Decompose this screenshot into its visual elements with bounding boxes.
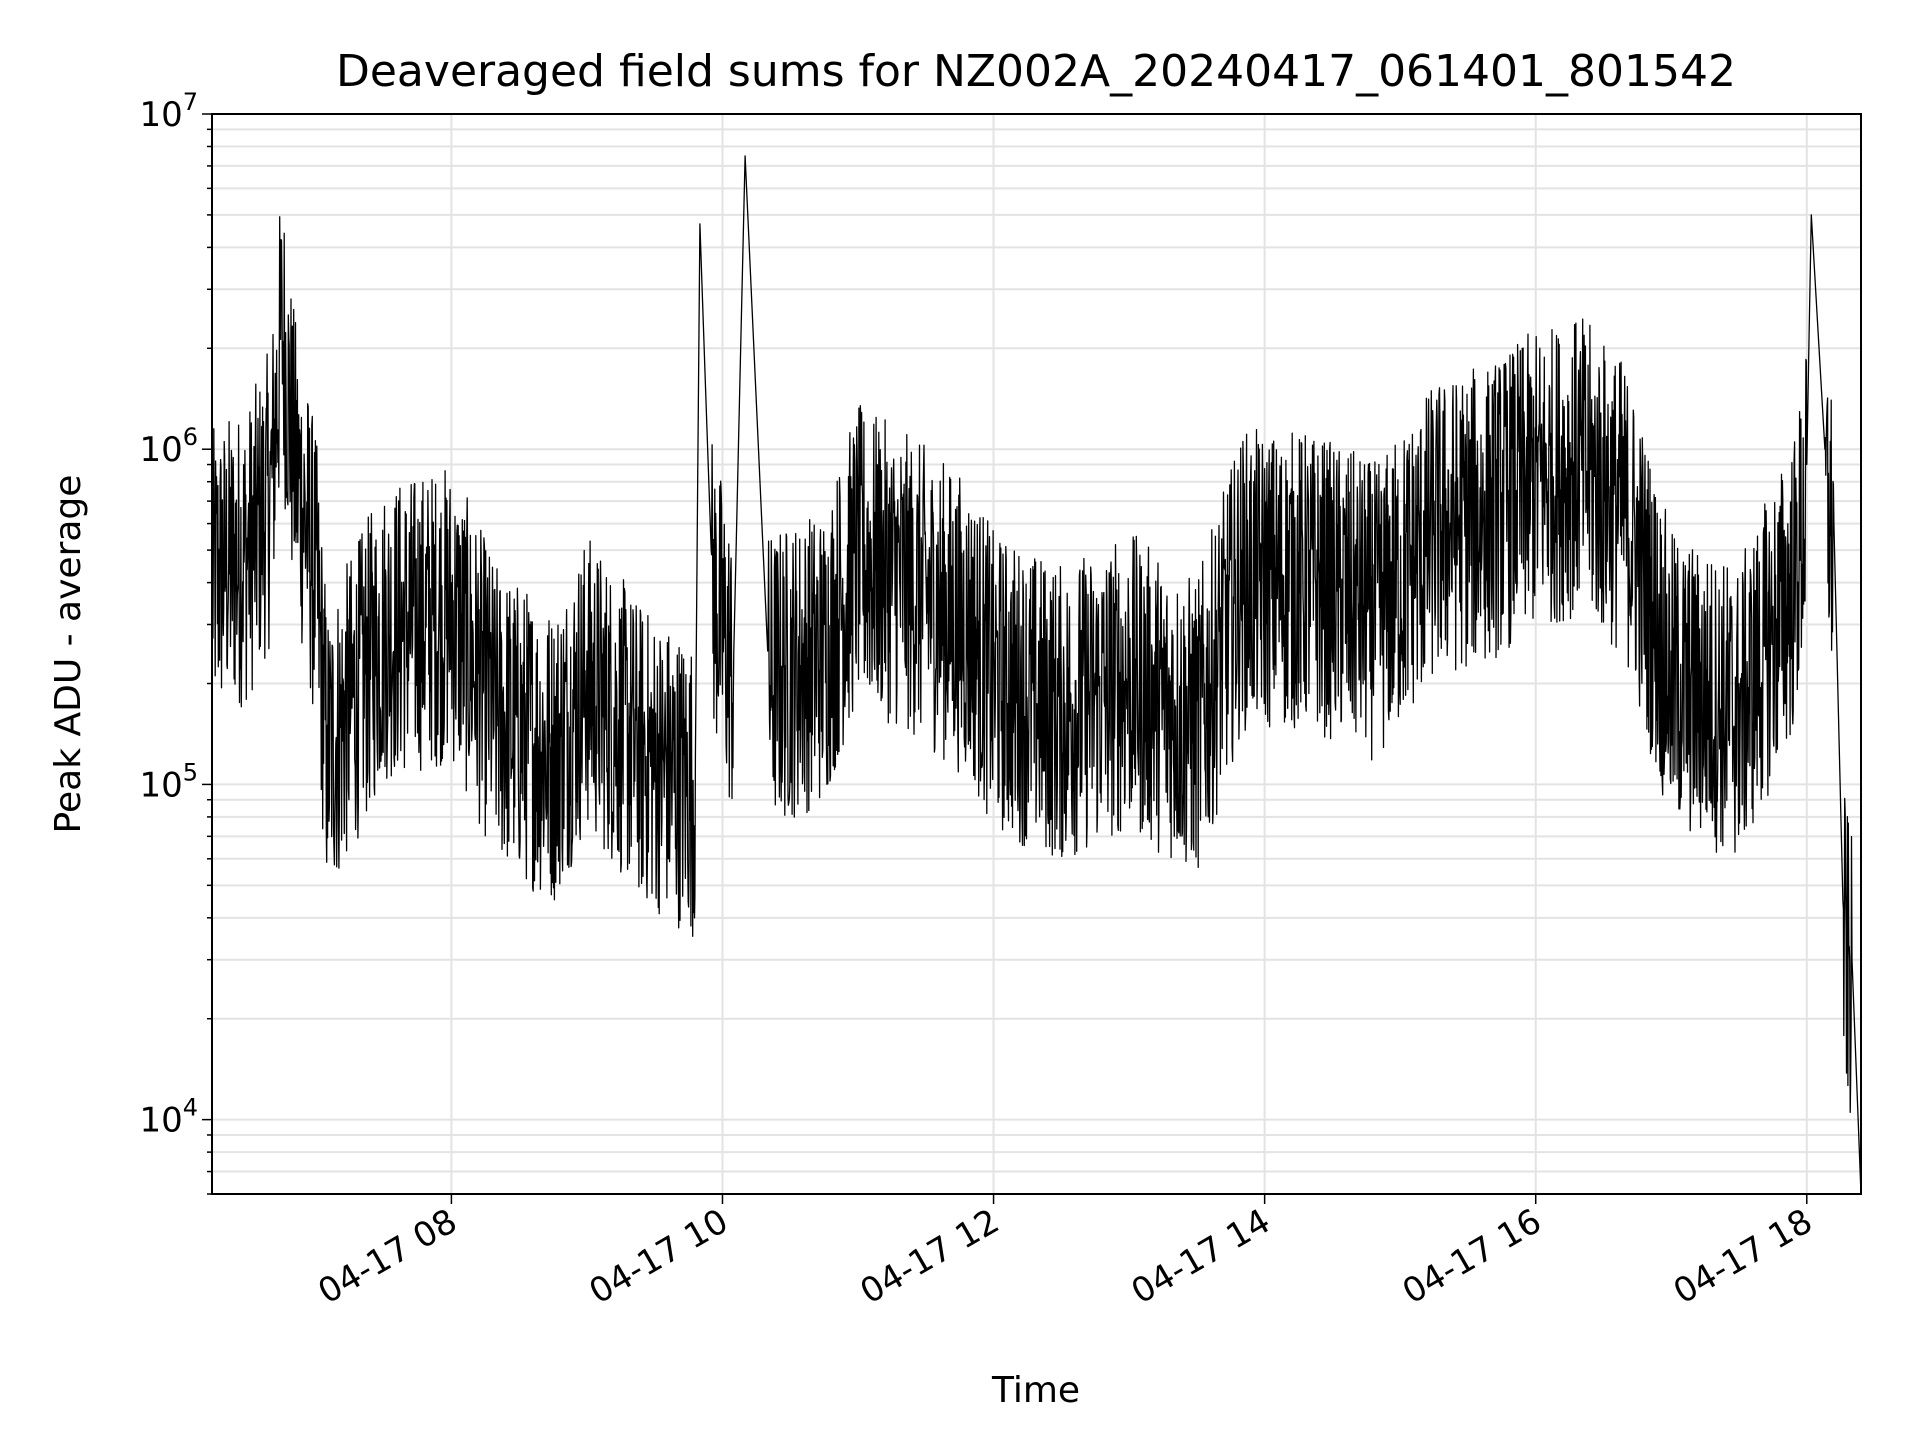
y-tick-label: 107: [139, 88, 198, 135]
plot-frame: [211, 113, 1862, 1195]
y-tick-label: 105: [139, 758, 198, 805]
x-tick-label: 04-17 16: [1396, 1201, 1548, 1312]
x-tick-label: 04-17 18: [1667, 1201, 1819, 1312]
x-tick-label: 04-17 12: [854, 1201, 1006, 1312]
x-axis-label: Time: [991, 1370, 1080, 1411]
y-axis-label: Peak ADU - average: [48, 475, 89, 834]
x-tick-label: 04-17 14: [1125, 1201, 1277, 1312]
data-layer: [211, 155, 1862, 1195]
y-tick-label: 106: [139, 423, 198, 470]
series-line: [211, 155, 1862, 1195]
x-tick-label: 04-17 08: [312, 1201, 464, 1312]
chart-title: Deaveraged field sums for NZ002A_2024041…: [336, 46, 1736, 97]
y-tick-label: 104: [139, 1094, 198, 1141]
x-tick-label: 04-17 10: [583, 1201, 735, 1312]
